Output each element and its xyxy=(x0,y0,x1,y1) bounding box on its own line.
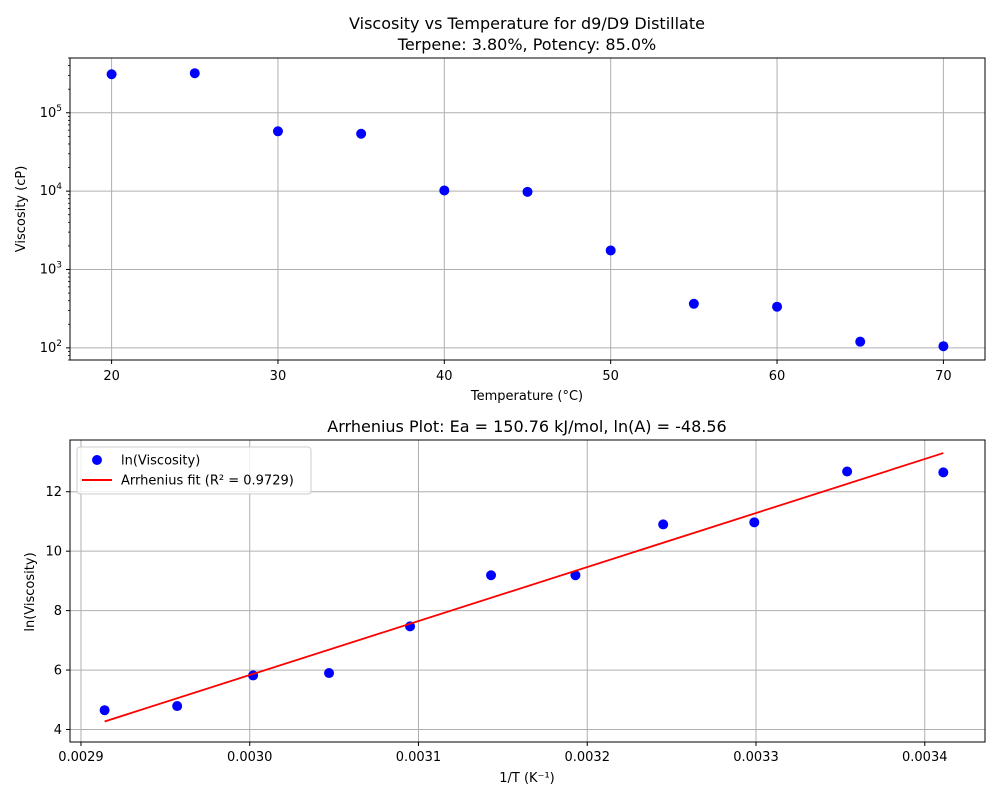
data-point xyxy=(172,701,183,712)
data-point xyxy=(570,570,581,581)
legend-label-scatter: ln(Viscosity) xyxy=(121,454,200,469)
chart-title: Arrhenius Plot: Ea = 150.76 kJ/mol, ln(A… xyxy=(327,417,726,436)
y-axis-label: ln(Viscosity) xyxy=(23,552,38,631)
y-tick-label: 8 xyxy=(54,604,62,619)
y-axis-label: Viscosity (cP) xyxy=(14,166,29,253)
y-tick-label: 103 xyxy=(40,260,62,277)
plot-frame xyxy=(69,57,986,361)
x-tick-label: 0.0030 xyxy=(227,750,273,765)
data-point xyxy=(688,298,699,309)
x-axis-ticks: 20 30 40 50 60 70 xyxy=(103,360,952,384)
y-tick-label: 6 xyxy=(54,664,62,679)
data-point xyxy=(855,336,866,347)
y-tick-label: 102 xyxy=(40,339,62,356)
data-point xyxy=(189,68,200,79)
legend-box xyxy=(76,446,312,495)
grid xyxy=(70,440,985,742)
y-tick-label: 4 xyxy=(54,723,62,738)
chart-title: Viscosity vs Temperature for d9/D9 Disti… xyxy=(349,14,705,33)
data-point xyxy=(605,245,616,256)
y-tick-label: 105 xyxy=(40,104,62,121)
data-point xyxy=(272,126,283,137)
chart-subtitle: Terpene: 3.80%, Potency: 85.0% xyxy=(397,35,656,54)
x-tick-label: 60 xyxy=(769,369,786,384)
data-point xyxy=(522,186,533,197)
x-tick-label: 40 xyxy=(436,369,453,384)
y-axis-ticks: 4 6 8 10 12 xyxy=(45,485,70,738)
legend-label-fit-line: Arrhenius fit (R² = 0.9729) xyxy=(121,474,294,489)
y-axis-ticks: 102 103 104 105 xyxy=(40,57,70,361)
data-point xyxy=(842,466,853,477)
x-tick-label: 20 xyxy=(103,369,120,384)
legend-marker-scatter xyxy=(92,455,102,465)
data-point xyxy=(486,570,497,581)
x-axis-label: Temperature (°C) xyxy=(470,389,583,404)
data-point xyxy=(938,341,949,352)
x-tick-label: 30 xyxy=(270,369,287,384)
data-point xyxy=(356,128,367,139)
data-point xyxy=(749,517,760,528)
data-point xyxy=(658,519,669,530)
chart-arrhenius-plot: Arrhenius Plot: Ea = 150.76 kJ/mol, ln(A… xyxy=(23,417,986,786)
legend: ln(Viscosity) Arrhenius fit (R² = 0.9729… xyxy=(76,446,312,495)
x-tick-label: 70 xyxy=(935,369,952,384)
data-marks xyxy=(99,452,949,723)
x-tick-label: 50 xyxy=(602,369,619,384)
data-point xyxy=(938,467,949,478)
x-tick-label: 0.0031 xyxy=(396,750,442,765)
x-axis-label: 1/T (K⁻¹) xyxy=(499,771,554,786)
x-tick-label: 0.0034 xyxy=(902,750,948,765)
chart-viscosity-vs-temperature: Viscosity vs Temperature for d9/D9 Disti… xyxy=(14,14,986,404)
fit-line xyxy=(104,452,944,723)
data-point xyxy=(324,668,335,679)
x-tick-label: 0.0032 xyxy=(564,750,610,765)
data-point xyxy=(99,705,110,716)
plot-frame xyxy=(69,439,986,743)
data-point xyxy=(772,301,783,312)
y-tick-label: 104 xyxy=(40,182,63,199)
x-tick-label: 0.0033 xyxy=(733,750,779,765)
x-tick-label: 0.0029 xyxy=(58,750,104,765)
data-marks xyxy=(106,68,949,352)
data-point xyxy=(106,69,117,80)
x-axis-ticks: 0.0029 0.0030 0.0031 0.0032 0.0033 0.0034 xyxy=(58,742,948,765)
data-point xyxy=(439,185,450,196)
y-tick-label: 12 xyxy=(45,485,62,500)
y-tick-label: 10 xyxy=(45,545,62,560)
